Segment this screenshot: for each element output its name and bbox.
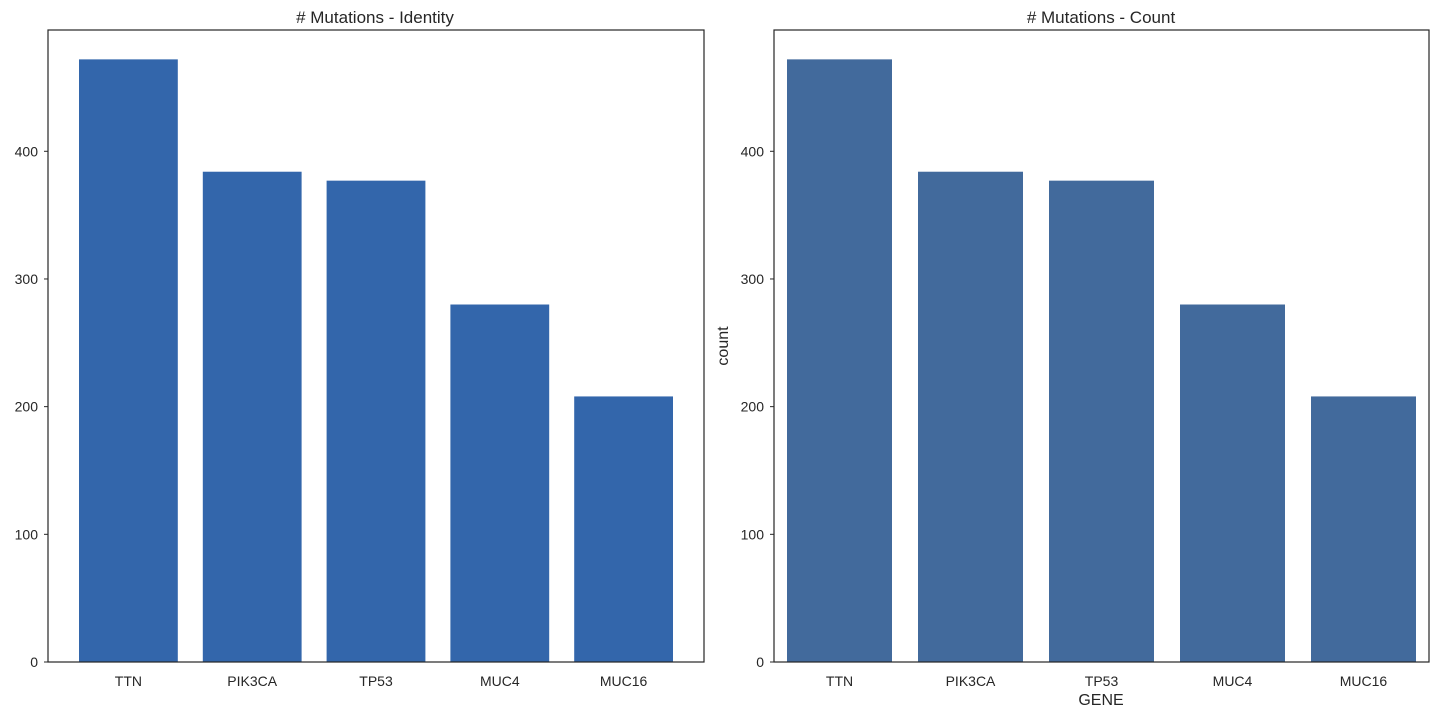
bar-muc16 bbox=[574, 396, 673, 662]
bar-pik3ca bbox=[918, 171, 1023, 663]
x-axis-label-count: GENE bbox=[1078, 692, 1123, 709]
chart-count: # Mutations - Count 0 100 200 300 400 TTN PIK… bbox=[715, 8, 1430, 709]
plot-frame-identity bbox=[47, 29, 705, 663]
x-tick-label-tp53: TP53 bbox=[1085, 673, 1119, 689]
chart-title-count: # Mutations - Count bbox=[1027, 8, 1176, 27]
y-tick-label-200: 200 bbox=[15, 399, 39, 415]
bar-muc4 bbox=[1180, 304, 1285, 662]
y-tick-label-300: 300 bbox=[15, 271, 39, 287]
x-ticks-identity: TTN PIK3CA TP53 MUC4 MUC16 bbox=[115, 673, 648, 689]
y-tick-label-0: 0 bbox=[756, 654, 764, 670]
bar-muc4 bbox=[450, 304, 550, 662]
y-tick-label-400: 400 bbox=[15, 143, 39, 159]
bar-pik3ca bbox=[202, 171, 302, 663]
bar-ttn bbox=[787, 59, 892, 662]
bar-muc16 bbox=[1311, 396, 1416, 662]
x-tick-label-muc4: MUC4 bbox=[1213, 673, 1253, 689]
chart-title-identity: # Mutations - Identity bbox=[296, 8, 454, 27]
bars-identity bbox=[79, 59, 673, 663]
x-tick-label-pik3ca: PIK3CA bbox=[227, 673, 277, 689]
x-ticks-count: TTN PIK3CA TP53 MUC4 MUC16 bbox=[826, 673, 1388, 689]
y-ticks-identity: 0 100 200 300 400 bbox=[15, 143, 48, 670]
x-tick-label-muc16: MUC16 bbox=[1340, 673, 1388, 689]
chart-identity: # Mutations - Identity 0 100 200 300 400 TTN… bbox=[15, 8, 705, 689]
x-tick-label-muc16: MUC16 bbox=[600, 673, 648, 689]
y-axis-label-count: count bbox=[715, 326, 732, 366]
bar-tp53 bbox=[326, 180, 426, 663]
y-tick-label-0: 0 bbox=[30, 654, 38, 670]
bar-tp53 bbox=[1049, 180, 1154, 663]
bars-count bbox=[787, 59, 1416, 663]
plot-frame-count bbox=[773, 29, 1430, 663]
x-tick-label-tp53: TP53 bbox=[359, 673, 393, 689]
y-tick-label-300: 300 bbox=[741, 271, 765, 287]
x-tick-label-ttn: TTN bbox=[826, 673, 853, 689]
bar-ttn bbox=[79, 59, 178, 662]
y-tick-label-100: 100 bbox=[741, 526, 765, 542]
y-tick-label-200: 200 bbox=[741, 399, 765, 415]
y-tick-label-100: 100 bbox=[15, 526, 39, 542]
x-tick-label-pik3ca: PIK3CA bbox=[946, 673, 996, 689]
x-tick-label-muc4: MUC4 bbox=[480, 673, 520, 689]
y-ticks-count: 0 100 200 300 400 bbox=[741, 143, 774, 670]
y-tick-label-400: 400 bbox=[741, 143, 765, 159]
x-tick-label-ttn: TTN bbox=[115, 673, 142, 689]
